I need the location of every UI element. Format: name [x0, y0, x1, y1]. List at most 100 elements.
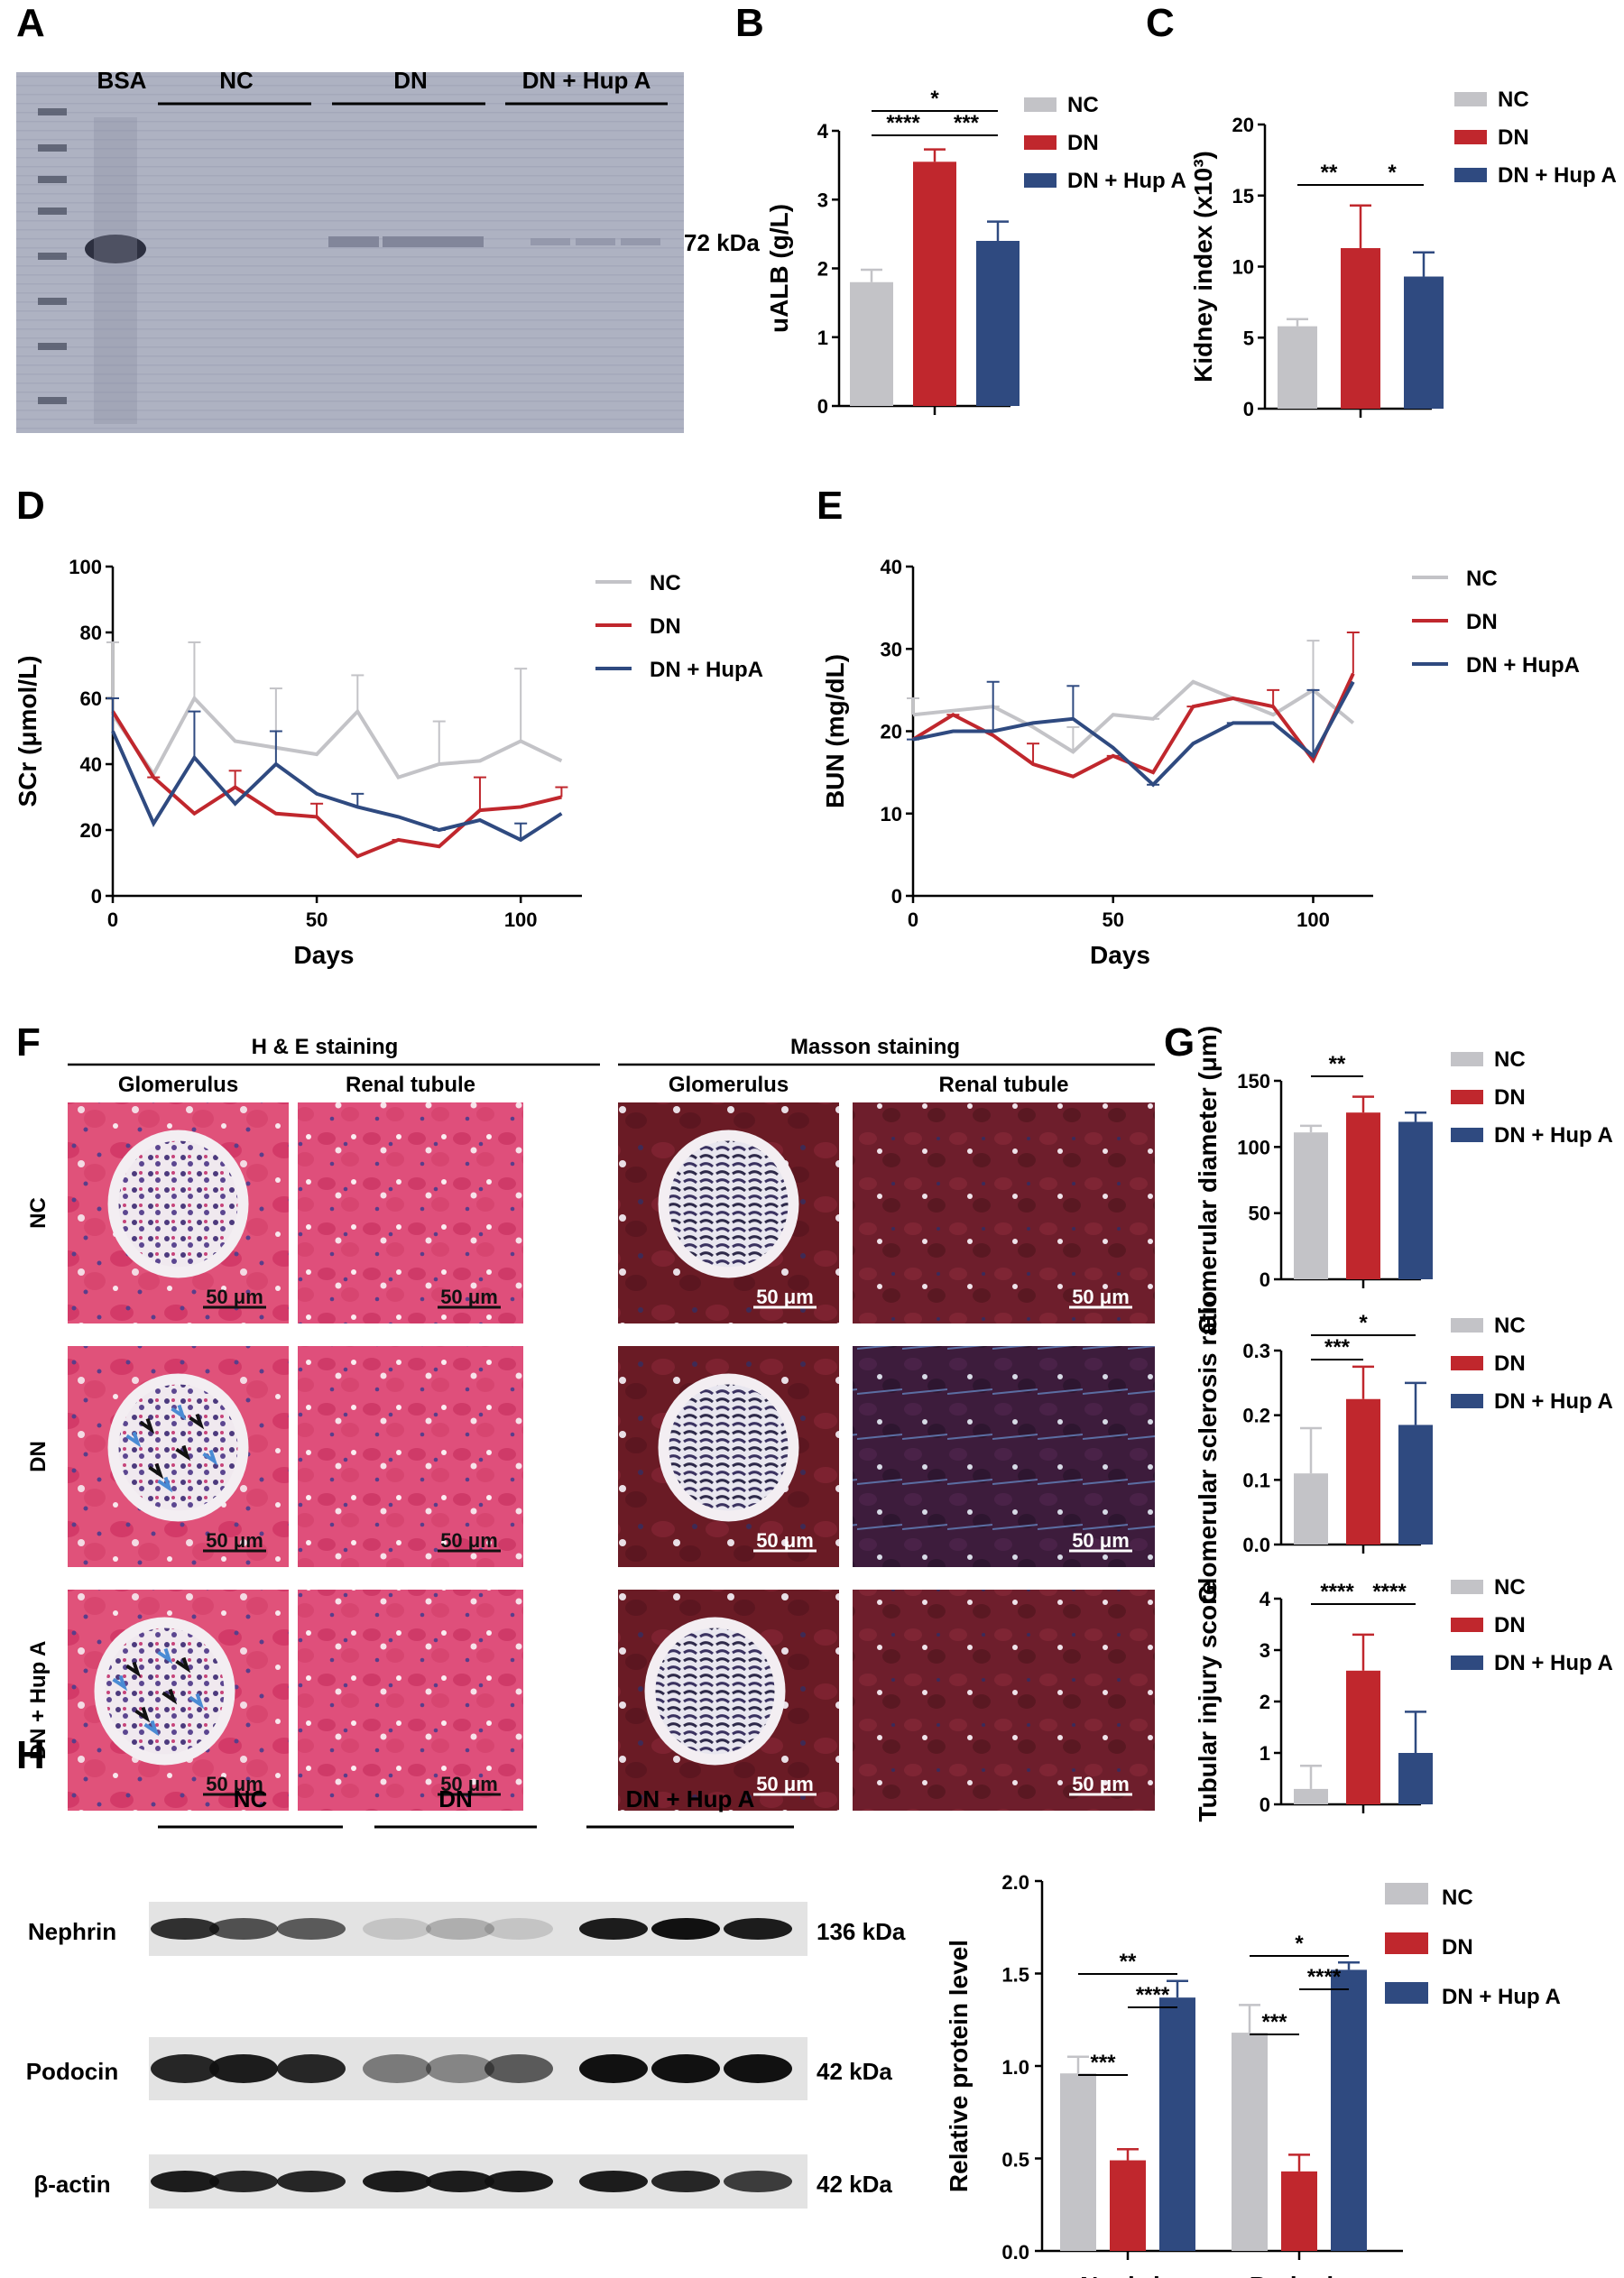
- blot-band: [209, 2171, 278, 2192]
- blot-band: [651, 1918, 720, 1940]
- y-tick-label: 100: [1237, 1136, 1270, 1158]
- blot-band: [277, 2171, 346, 2192]
- panel-g-chart-0: 0 50 100 150 Glomerular diameter (μm) NC DN DN …: [1194, 1026, 1613, 1334]
- black-arrow-icon: [175, 1656, 191, 1674]
- ladder-band: [38, 208, 67, 215]
- series-line-nc: [111, 695, 563, 779]
- row-label-1: DN: [26, 1441, 51, 1472]
- glomerular-tuft: [105, 1628, 225, 1755]
- y-tick-label: 20: [80, 819, 102, 842]
- glomerular-tuft: [655, 1628, 775, 1755]
- y-tick-label: 60: [80, 687, 102, 710]
- dn-band: [383, 236, 433, 247]
- blot-band: [426, 2171, 494, 2192]
- y-tick-label: 2.0: [1001, 1871, 1029, 1894]
- bsa-band: [85, 235, 146, 263]
- sig-nc-dn-stars: **: [1321, 161, 1338, 185]
- blot-band: [426, 1918, 494, 1940]
- panel-c-chart: 0 5 10 15 20 Kidney index (x10³) NC DN DN + Hup …: [1189, 88, 1617, 420]
- bar-dn-hup-a: [1398, 1753, 1433, 1804]
- sig-nc-dnh-stars: *: [1359, 1311, 1368, 1335]
- y-axis-label: SCr (μmol/L): [14, 655, 42, 807]
- y-tick-label: 1.0: [1001, 2056, 1029, 2079]
- micrograph: [298, 1102, 523, 1323]
- sig-nc-dnh-stars: *: [930, 87, 939, 111]
- blot-band: [426, 2054, 494, 2083]
- y-tick-label: 20: [881, 721, 902, 743]
- blue-arrow-icon: [202, 1449, 218, 1466]
- x-tick-label: 50: [1102, 908, 1123, 931]
- legend-label: DN + HupA: [650, 658, 763, 682]
- blue-arrow-icon: [157, 1647, 173, 1665]
- x-category-0: Nephrin: [1080, 2272, 1176, 2278]
- legend-swatch: [1451, 1090, 1483, 1104]
- blot-size-2: 42 kDa: [817, 2171, 892, 2198]
- blot-group-1: DN: [438, 1785, 473, 1812]
- y-tick-label: 0: [817, 395, 828, 418]
- legend-label: DN: [1498, 125, 1529, 150]
- blot-label-2: β-actin: [33, 2171, 110, 2198]
- scale-bar-label: 50 μm: [1072, 1529, 1130, 1552]
- legend-label: DN: [1067, 131, 1099, 155]
- scale-bar-label: 50 μm: [440, 1529, 498, 1552]
- sig-nc-dn-stars: ****: [1320, 1580, 1354, 1604]
- x-tick-label: 0: [107, 908, 118, 931]
- legend-swatch: [1451, 1052, 1483, 1066]
- y-tick-label: 3: [817, 189, 828, 211]
- black-arrow-icon: [161, 1688, 178, 1705]
- y-tick-label: 30: [881, 638, 902, 660]
- legend-swatch: [1451, 1356, 1483, 1370]
- y-tick-label: 2: [817, 258, 828, 281]
- bar-dn-hup-a: [1404, 276, 1444, 409]
- lane-label-bsa: BSA: [97, 67, 147, 94]
- panelH-letter: H: [16, 1733, 45, 1777]
- black-arrow-icon: [189, 1413, 205, 1430]
- ladder-band: [38, 108, 67, 115]
- blue-arrow-icon: [189, 1692, 205, 1710]
- bar-nc: [1278, 326, 1317, 409]
- legend-label: DN: [1494, 1351, 1526, 1376]
- legend-swatch: [1385, 1932, 1428, 1954]
- series-line-dn: [111, 710, 562, 859]
- panel-e-chart: 0 10 20 30 40 0 50 100 Days BUN (mg/dL) NC DN DN + H…: [821, 556, 1580, 969]
- panel-g-chart-1: 0.0 0.1 0.2 0.3 Glomerular sclerosis ratio NC…: [1194, 1291, 1613, 1604]
- micrograph: [298, 1590, 523, 1811]
- col-label-0: Glomerulus: [118, 1073, 238, 1097]
- micrograph: [853, 1102, 1155, 1323]
- glomerular-tuft: [118, 1384, 238, 1511]
- scale-bar-label: 50 μm: [756, 1286, 814, 1308]
- blue-arrow-icon: [125, 1431, 142, 1448]
- scale-bar-label: 50 μm: [206, 1286, 263, 1308]
- col-label-1: Renal tubule: [346, 1073, 475, 1097]
- blot-band: [363, 2171, 431, 2192]
- y-tick-label: 150: [1237, 1070, 1270, 1093]
- bar-dn: [1346, 1398, 1380, 1545]
- blot-band: [151, 2054, 219, 2083]
- dn-band: [433, 236, 484, 247]
- blue-arrow-icon: [157, 1476, 173, 1493]
- scale-bar-label: 50 μm: [756, 1773, 814, 1795]
- panelC-letter: C: [1146, 1, 1175, 45]
- blot-label-1: Podocin: [26, 2058, 119, 2085]
- legend-label: NC: [1494, 1575, 1526, 1600]
- blot-band: [579, 2054, 648, 2083]
- dnh-band: [576, 238, 615, 245]
- y-tick-label: 0: [1260, 1794, 1270, 1816]
- bar-dn-hup-a: [1398, 1425, 1433, 1545]
- panelB-letter: B: [735, 1, 764, 45]
- y-tick-label: 50: [1249, 1203, 1270, 1225]
- y-axis-label: BUN (mg/dL): [821, 654, 849, 808]
- x-axis-label: Days: [1090, 941, 1150, 969]
- row-label-0: NC: [26, 1197, 51, 1229]
- legend-swatch: [1454, 168, 1487, 182]
- legend-label: DN: [1494, 1085, 1526, 1110]
- scale-bar-label: 50 μm: [1072, 1773, 1130, 1795]
- legend-swatch: [1024, 97, 1057, 112]
- scale-bar-label: 50 μm: [756, 1529, 814, 1552]
- blot-band: [484, 1918, 553, 1940]
- x-tick-label: 50: [306, 908, 328, 931]
- blot-band: [277, 2054, 346, 2083]
- y-axis-label: Tubular injury score: [1194, 1581, 1222, 1821]
- y-tick-label: 0: [1243, 398, 1254, 420]
